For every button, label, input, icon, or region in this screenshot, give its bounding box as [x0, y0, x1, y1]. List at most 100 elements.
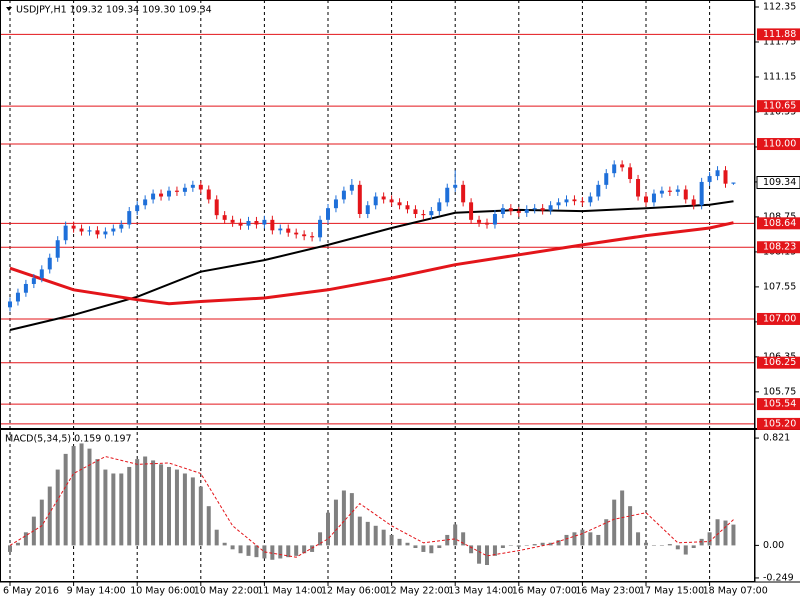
candle-body	[723, 170, 728, 184]
macd-bar	[270, 545, 275, 560]
macd-bar	[278, 545, 283, 559]
macd-bar	[47, 486, 52, 546]
macd-bar	[135, 459, 140, 546]
y-tick-label: 0.821	[763, 433, 790, 444]
macd-bar	[190, 477, 195, 546]
macd-bar	[667, 544, 672, 546]
level-tag	[757, 100, 800, 113]
candle-body	[182, 187, 187, 192]
y-tick-label: -0.249	[763, 572, 794, 583]
y-tick-label: 108.75	[763, 211, 796, 222]
macd-bar	[381, 529, 386, 546]
macd-bar	[286, 545, 291, 558]
macd-bar	[572, 532, 577, 546]
candle-body	[349, 184, 354, 191]
candle-body	[413, 209, 418, 214]
level-label: 111.88	[763, 29, 796, 40]
level-label: 110.00	[763, 139, 796, 150]
candle-body	[310, 236, 315, 238]
candle-body	[540, 208, 545, 211]
macd-bar	[477, 545, 482, 564]
macd-bar	[127, 466, 132, 546]
macd-bar	[103, 469, 108, 546]
macd-bar	[485, 545, 489, 566]
macd-bar	[230, 545, 235, 550]
macd-bar	[326, 512, 330, 546]
level-label: 105.54	[763, 399, 796, 410]
macd-bar	[651, 545, 656, 546]
candle-body	[365, 205, 370, 214]
level-tag	[757, 417, 800, 430]
y-tick-label: 111.75	[763, 36, 796, 47]
candle-body	[572, 199, 577, 202]
macd-bar	[644, 542, 648, 546]
macd-bar	[524, 545, 529, 546]
macd-bar	[461, 532, 466, 546]
candle-body	[254, 220, 259, 225]
macd-bar	[151, 460, 156, 546]
candle-body	[524, 209, 529, 213]
macd-bar	[469, 545, 474, 554]
macd-bar	[294, 545, 299, 556]
macd-bar	[731, 524, 736, 546]
menu-triangle[interactable]	[6, 7, 12, 11]
candle-body	[429, 211, 434, 216]
candle-body	[151, 193, 156, 200]
candle-body	[198, 184, 203, 190]
candle-body	[341, 190, 346, 200]
candle-body	[357, 184, 362, 214]
candle-body	[492, 214, 497, 225]
macd-bar	[508, 545, 513, 546]
macd-bar	[119, 473, 124, 546]
macd-bar	[71, 446, 76, 546]
candle-body	[278, 228, 283, 231]
candle-body	[214, 199, 219, 216]
macd-bar	[87, 448, 92, 546]
candle-body	[286, 228, 291, 233]
signal-line	[9, 455, 734, 558]
level-label: 110.65	[763, 101, 796, 112]
macd-bar	[715, 519, 720, 546]
macd-bar	[167, 466, 171, 546]
candle-body	[238, 222, 243, 226]
candle-body	[23, 283, 28, 293]
candle-body	[437, 202, 442, 212]
macd-bar	[111, 473, 116, 546]
candle-body	[389, 199, 394, 203]
macd-bar	[174, 469, 179, 546]
macd-bar	[349, 493, 354, 546]
candle-body	[445, 187, 450, 203]
candle-body	[381, 196, 386, 200]
candle-body	[111, 228, 116, 232]
macd-bar	[707, 532, 712, 546]
y-tick-label: 0.00	[763, 540, 784, 551]
candle-body	[421, 214, 426, 216]
plot-layer	[0, 0, 755, 582]
x-tick-label: 9 May 14:00	[67, 586, 126, 597]
level-tag	[757, 28, 800, 41]
level-tag	[757, 217, 800, 230]
macd-bar	[95, 459, 100, 546]
candle-body	[190, 184, 195, 188]
macd-bar	[548, 542, 553, 546]
candle-body	[294, 232, 299, 235]
candle-body	[405, 205, 410, 210]
candle-body	[683, 189, 688, 200]
candle-body	[612, 164, 617, 174]
candle-body	[691, 199, 696, 206]
candle-body	[699, 181, 704, 206]
candle-body	[31, 278, 36, 284]
macd-bar	[596, 534, 601, 546]
level-tag	[757, 312, 800, 325]
candle-body	[588, 196, 593, 203]
x-tick-label: 11 May 14:00	[257, 586, 322, 597]
y-tick-label: 112.35	[763, 1, 796, 12]
macd-bar	[333, 499, 338, 546]
macd-bar	[437, 545, 442, 549]
candle-body	[222, 215, 227, 220]
y-tick-label: 111.15	[763, 71, 796, 82]
macd-bar	[214, 529, 219, 546]
candle-body	[477, 219, 482, 223]
macd-bar	[405, 542, 410, 546]
macd-bar	[628, 506, 633, 546]
